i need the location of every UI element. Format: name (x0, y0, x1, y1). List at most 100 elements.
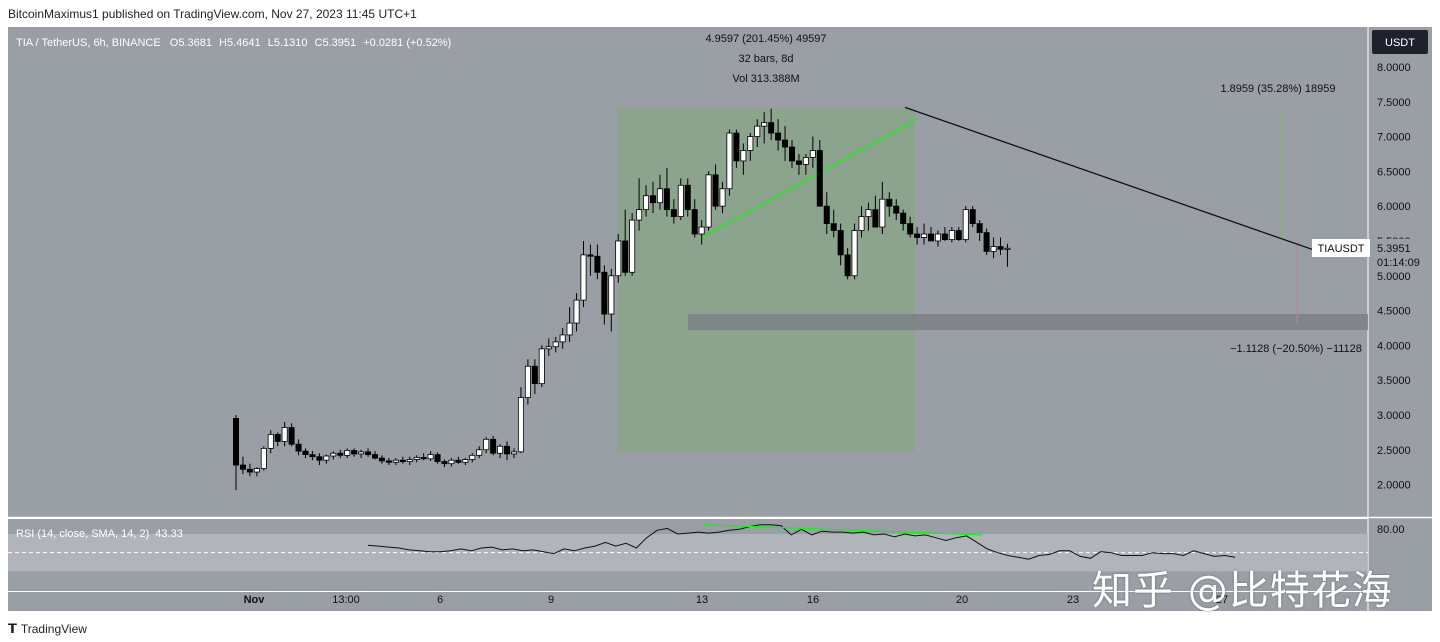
candle-body (663, 188, 670, 211)
price-axis-tick: 4.0000 (1377, 340, 1411, 352)
rsi-line (367, 524, 1236, 560)
candle-body (670, 209, 677, 217)
price-axis-tick: 3.0000 (1377, 410, 1411, 422)
candle-body (365, 451, 372, 456)
candle-body (865, 209, 872, 217)
candle-body (782, 139, 789, 148)
candle-body (246, 468, 253, 473)
candle-body (302, 450, 309, 456)
candle-body (316, 456, 323, 461)
candle-body (754, 125, 761, 137)
candle-body (997, 246, 1004, 250)
candle-body (469, 454, 476, 460)
candle-body (629, 219, 636, 273)
candle-body (392, 459, 399, 463)
candle-body (643, 195, 650, 211)
candle-body (795, 160, 802, 165)
descending-trendline (904, 106, 1313, 250)
symbol-price-tag-label: TIAUSDT (1317, 243, 1364, 255)
candle-body (684, 184, 691, 211)
candle-body (789, 146, 796, 162)
candle-body (893, 205, 900, 214)
candle-body (837, 230, 844, 256)
candle-body (934, 233, 941, 242)
candle-body (288, 427, 295, 445)
symbol-price-tag (1312, 239, 1370, 257)
price-divergence-line (700, 118, 918, 239)
candle-body (337, 452, 344, 456)
candle-body (538, 348, 545, 385)
candle-body (608, 275, 615, 315)
price-axis-tick: 2.5000 (1377, 445, 1411, 457)
candle-body (601, 271, 608, 315)
candle-body (900, 212, 907, 224)
currency-badge[interactable] (1372, 30, 1428, 54)
bar-countdown: 01:14:09 (1377, 257, 1420, 269)
footer-brand: TradingView (20, 622, 87, 636)
time-axis-tick: 9 (548, 594, 554, 606)
candle-body (232, 418, 239, 466)
price-axis-tick: 2.0000 (1377, 480, 1411, 492)
candle-body (990, 246, 997, 252)
measure-label-line2: 32 bars, 8d (738, 53, 793, 65)
candle-body (962, 209, 969, 240)
rsi-divergence-line (702, 524, 983, 536)
candle-body (476, 449, 483, 456)
candle-body (406, 459, 413, 462)
candle-body (928, 233, 935, 242)
time-axis-tick: 27 (1216, 594, 1228, 606)
candle-body (573, 299, 580, 324)
time-axis-tick: 20 (956, 594, 968, 606)
candle-body (622, 240, 629, 273)
candle-body (851, 230, 858, 277)
candle-body (441, 461, 448, 465)
candle-body (802, 157, 809, 165)
price-axis-tick: 6.0000 (1377, 201, 1411, 213)
candle-body (636, 209, 643, 221)
candle-body (726, 132, 733, 190)
candle-body (455, 459, 462, 463)
candle-body (267, 434, 274, 449)
candle-body (879, 198, 886, 228)
candle-body (566, 322, 573, 336)
drawing-layer (617, 105, 1368, 452)
currency-badge-label: USDT (1385, 37, 1415, 49)
rally-highlight-box (617, 107, 915, 452)
candle-body (830, 223, 837, 231)
candle-body (274, 434, 281, 442)
candle-body (733, 132, 740, 162)
candle-body (948, 230, 955, 240)
rsi-legend: RSI (14, close, SMA, 14, 2) 43.33 (16, 528, 183, 540)
candle-body (462, 459, 469, 463)
candle-body (427, 454, 434, 460)
tradingview-logo-icon: 𝗧 (8, 621, 17, 636)
candle-body (559, 334, 566, 343)
candle-body (719, 188, 726, 207)
candle-body (504, 445, 511, 455)
price-axis-labels: 8.00007.50007.00006.50006.00005.50005.00… (1377, 62, 1411, 492)
candle-body (552, 341, 559, 348)
candle-body (747, 136, 754, 151)
candle-body (413, 457, 420, 460)
candle-body (844, 254, 851, 277)
rsi-layer (8, 524, 1368, 572)
last-price-value: 5.3951 (1377, 243, 1411, 255)
candle-body (816, 150, 823, 207)
candle-body (497, 445, 504, 454)
time-axis-tick: 13 (696, 594, 708, 606)
candle-body (656, 188, 663, 204)
candle-body (823, 205, 830, 224)
price-axis-tick: 8.0000 (1377, 62, 1411, 74)
price-axis-tick: 6.5000 (1377, 166, 1411, 178)
candle-body (705, 174, 712, 228)
price-axis-tick: 4.5000 (1377, 306, 1411, 318)
candle-body (921, 233, 928, 238)
candle-body (691, 209, 698, 235)
candle-body (677, 184, 684, 217)
candle-body (330, 452, 337, 457)
candle-body (281, 427, 288, 442)
price-axis-tick: 7.5000 (1377, 97, 1411, 109)
candle-body (378, 457, 385, 462)
